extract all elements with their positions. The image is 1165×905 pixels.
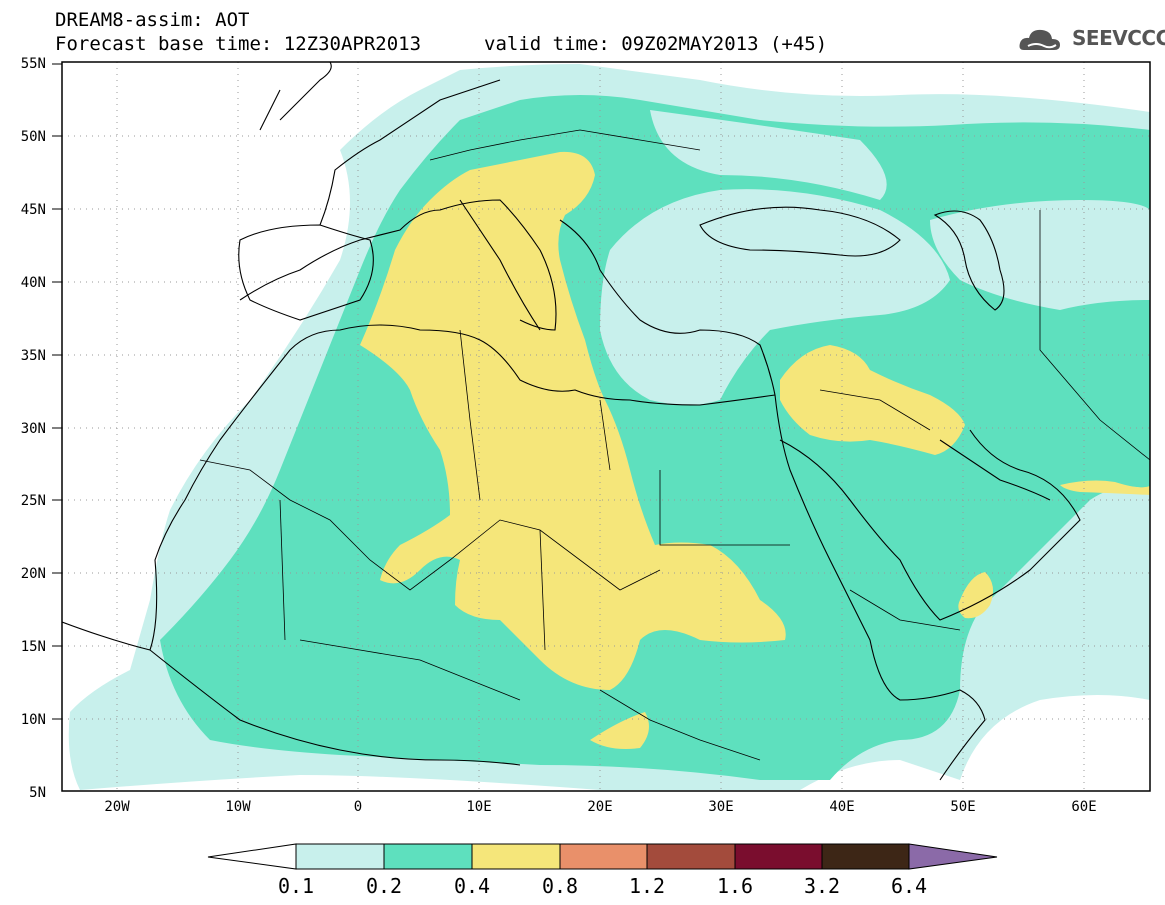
legend-label: 1.6: [717, 874, 753, 898]
lon-tick-label: 10W: [225, 799, 251, 815]
legend-label: 6.4: [891, 874, 927, 898]
logo-text: SEEVCCC: [1072, 26, 1165, 50]
color-legend: 0.1 0.2 0.4 0.8 1.2 1.6 3.2 6.4: [207, 843, 998, 898]
lon-tick-label: 50E: [950, 799, 975, 815]
legend-swatch: [383, 843, 473, 870]
lat-tick-label: 45N: [21, 202, 46, 218]
lat-tick-label: 55N: [21, 56, 46, 72]
lat-tick-label: 50N: [21, 129, 46, 145]
legend-label: 0.8: [542, 874, 578, 898]
map-grid: [62, 62, 1150, 791]
lon-tick-label: 10E: [466, 799, 491, 815]
lon-tick-label: 60E: [1071, 799, 1096, 815]
lon-tick-label: 0: [354, 799, 362, 815]
lat-tick-label: 40N: [21, 275, 46, 291]
lon-tick-label: 20W: [104, 799, 130, 815]
aot-band-0.4-mideast: [780, 345, 965, 455]
map-title: DREAM8-assim: AOT: [55, 9, 250, 31]
legend-label: 0.1: [278, 874, 314, 898]
legend-arrow-high: [908, 843, 998, 870]
legend-swatch: [295, 843, 385, 870]
forecast-base-time: Forecast base time: 12Z30APR2013: [55, 33, 422, 55]
legend-swatch: [821, 843, 910, 870]
lon-tick-label: 30E: [708, 799, 733, 815]
lon-tick-label: 20E: [587, 799, 612, 815]
lat-tick-label: 25N: [21, 493, 46, 509]
legend-label: 3.2: [804, 874, 840, 898]
legend-arrow-low: [207, 843, 297, 870]
lat-tick-label: 5N: [29, 785, 46, 801]
lon-tick-label: 40E: [829, 799, 854, 815]
legend-swatch: [646, 843, 736, 870]
lat-tick-label: 35N: [21, 348, 46, 364]
legend-swatch: [734, 843, 823, 870]
legend-label: 1.2: [629, 874, 665, 898]
legend-label: 0.4: [454, 874, 490, 898]
legend-swatch: [559, 843, 648, 870]
valid-time: valid time: 09Z02MAY2013 (+45): [484, 33, 828, 55]
legend-label: 0.2: [366, 874, 402, 898]
lat-tick-label: 20N: [21, 566, 46, 582]
lat-tick-label: 10N: [21, 712, 46, 728]
legend-swatch: [471, 843, 561, 870]
lat-tick-label: 15N: [21, 639, 46, 655]
coastlines: [62, 62, 1081, 781]
aot-band-0.4-sahara: [360, 151, 786, 690]
country-borders: [199, 129, 1150, 761]
map-frame: [61, 61, 1151, 792]
cloud-icon: [1019, 29, 1060, 50]
lat-tick-label: 30N: [21, 421, 46, 437]
